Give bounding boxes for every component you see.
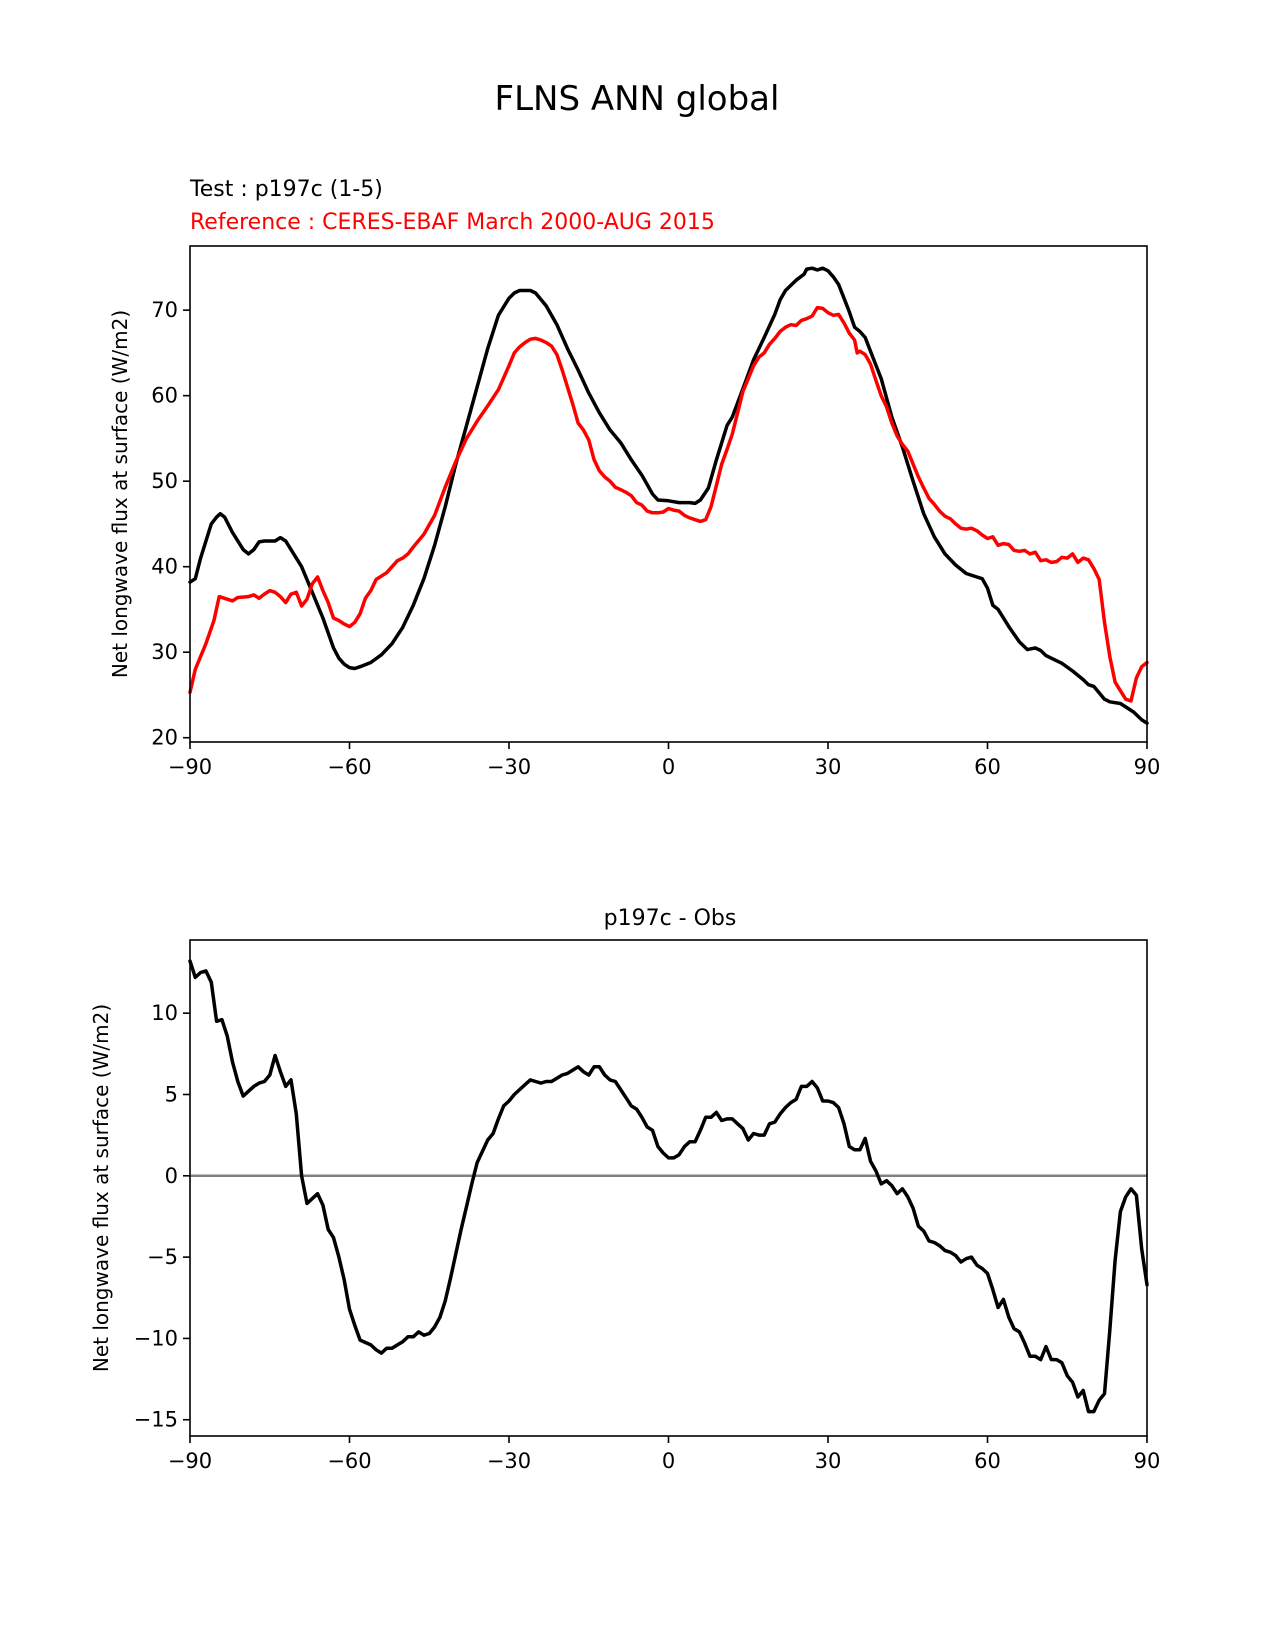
bottom-axes-frame <box>189 939 1148 1437</box>
top-x-tick-label: −30 <box>487 755 531 779</box>
bottom-x-tick-label: −30 <box>487 1449 531 1473</box>
top-y-tick-label: 60 <box>151 384 178 408</box>
bottom-x-tick-label: 60 <box>974 1449 1001 1473</box>
top-y-tick-label: 30 <box>151 640 178 664</box>
bottom-x-tick-label: 30 <box>815 1449 842 1473</box>
top-x-tick-label: 0 <box>662 755 675 779</box>
top-series-layer <box>188 266 1149 725</box>
figure-title: FLNS ANN global <box>495 79 780 119</box>
bottom-y-tick-label: −5 <box>147 1245 178 1269</box>
bottom-y-axis-label: Net longwave flux at surface (W/m2) <box>89 1004 113 1372</box>
top-x-tick-label: 60 <box>974 755 1001 779</box>
top-panel: Test : p197c (1-5) Reference : CERES-EBA… <box>108 177 1160 779</box>
bottom-y-tick-label: 10 <box>151 1001 178 1025</box>
bottom-x-tick-label: 90 <box>1134 1449 1161 1473</box>
bottom-x-tick-label: −90 <box>168 1449 212 1473</box>
top-x-tick-label: 30 <box>815 755 842 779</box>
top-y-tick-label: 40 <box>151 555 178 579</box>
top-axes-frame <box>189 245 1148 743</box>
bottom-subplot-title: p197c - Obs <box>604 906 737 931</box>
top-reference-series-line <box>188 305 1149 703</box>
top-y-tick-label: 20 <box>151 726 178 750</box>
bottom-axes-layer: −90 −60 −30 0 30 60 90 −15 −10 −5 0 5 10 Net longwave… <box>89 939 1161 1473</box>
top-x-tick-label: 90 <box>1134 755 1161 779</box>
top-y-tick-label: 50 <box>151 469 178 493</box>
bottom-y-tick-label: 5 <box>165 1082 178 1106</box>
reference-label: Reference : CERES-EBAF March 2000-AUG 20… <box>190 210 715 235</box>
top-x-tick-label: −90 <box>168 755 212 779</box>
bottom-panel: p197c - Obs −90 −60 −30 0 30 60 90 −15 −10 −5 0 5 10… <box>89 906 1160 1473</box>
bottom-y-tick-label: −15 <box>134 1408 178 1432</box>
top-axes-layer: −90 −60 −30 0 30 60 90 20 30 40 50 60 70 Net longwave… <box>108 245 1161 779</box>
top-y-axis-label: Net longwave flux at surface (W/m2) <box>108 310 132 678</box>
bottom-x-tick-label: −60 <box>327 1449 371 1473</box>
top-test-series-line <box>188 266 1149 725</box>
top-y-tick-label: 70 <box>151 298 178 322</box>
bottom-difference-series-line <box>188 959 1149 1414</box>
top-x-tick-label: −60 <box>327 755 371 779</box>
bottom-x-tick-label: 0 <box>662 1449 675 1473</box>
bottom-series-layer <box>188 959 1149 1414</box>
test-label: Test : p197c (1-5) <box>189 177 383 202</box>
bottom-y-tick-label: −10 <box>134 1326 178 1350</box>
bottom-y-tick-label: 0 <box>165 1164 178 1188</box>
